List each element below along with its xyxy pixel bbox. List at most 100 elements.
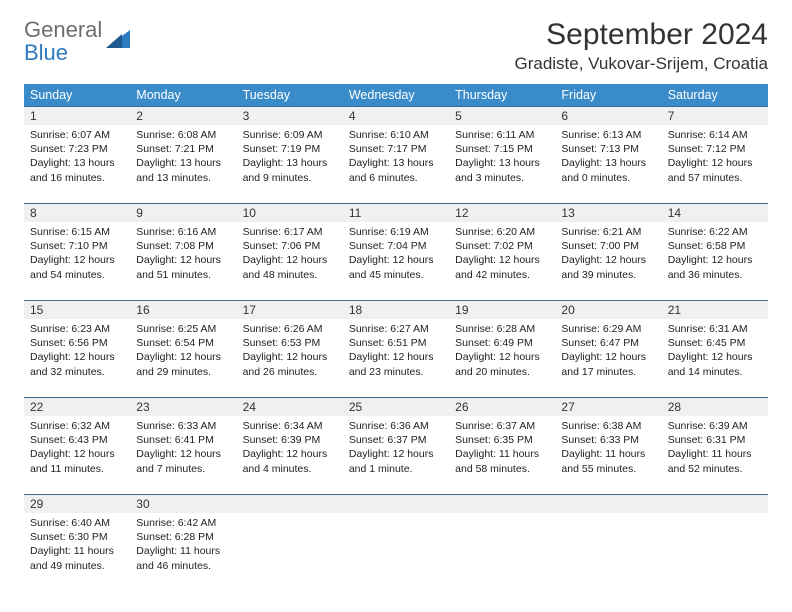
day-cell: Sunrise: 6:28 AMSunset: 6:49 PMDaylight:… — [449, 319, 555, 397]
sunrise-line: Sunrise: 6:31 AM — [668, 322, 762, 336]
sunrise-line: Sunrise: 6:25 AM — [136, 322, 230, 336]
day-cell: Sunrise: 6:29 AMSunset: 6:47 PMDaylight:… — [555, 319, 661, 397]
sunset-line: Sunset: 6:54 PM — [136, 336, 230, 350]
week-row: Sunrise: 6:40 AMSunset: 6:30 PMDaylight:… — [24, 513, 768, 591]
daylight-line: Daylight: 12 hours and 36 minutes. — [668, 253, 762, 281]
day-cell: Sunrise: 6:40 AMSunset: 6:30 PMDaylight:… — [24, 513, 130, 591]
day-number: 30 — [130, 495, 236, 513]
sunset-line: Sunset: 7:00 PM — [561, 239, 655, 253]
daylight-line: Daylight: 12 hours and 26 minutes. — [243, 350, 337, 378]
day-number: 22 — [24, 398, 130, 416]
sunrise-line: Sunrise: 6:20 AM — [455, 225, 549, 239]
daynum-row: 1234567 — [24, 106, 768, 125]
sunrise-line: Sunrise: 6:15 AM — [30, 225, 124, 239]
sunset-line: Sunset: 7:10 PM — [30, 239, 124, 253]
daynum-row: 15161718192021 — [24, 300, 768, 319]
sunrise-line: Sunrise: 6:14 AM — [668, 128, 762, 142]
month-title: September 2024 — [514, 18, 768, 52]
daylight-line: Daylight: 12 hours and 11 minutes. — [30, 447, 124, 475]
day-number: 14 — [662, 204, 768, 222]
sunrise-line: Sunrise: 6:39 AM — [668, 419, 762, 433]
day-cell: Sunrise: 6:25 AMSunset: 6:54 PMDaylight:… — [130, 319, 236, 397]
day-number: 3 — [237, 107, 343, 125]
sunrise-line: Sunrise: 6:26 AM — [243, 322, 337, 336]
day-cell: Sunrise: 6:23 AMSunset: 6:56 PMDaylight:… — [24, 319, 130, 397]
sunset-line: Sunset: 6:49 PM — [455, 336, 549, 350]
sunrise-line: Sunrise: 6:33 AM — [136, 419, 230, 433]
sunset-line: Sunset: 7:04 PM — [349, 239, 443, 253]
sunset-line: Sunset: 6:53 PM — [243, 336, 337, 350]
daylight-line: Daylight: 12 hours and 23 minutes. — [349, 350, 443, 378]
sunrise-line: Sunrise: 6:16 AM — [136, 225, 230, 239]
sunset-line: Sunset: 6:41 PM — [136, 433, 230, 447]
sunrise-line: Sunrise: 6:27 AM — [349, 322, 443, 336]
empty-cell — [555, 513, 661, 591]
sunrise-line: Sunrise: 6:11 AM — [455, 128, 549, 142]
day-cell: Sunrise: 6:07 AMSunset: 7:23 PMDaylight:… — [24, 125, 130, 203]
day-number: 8 — [24, 204, 130, 222]
sunrise-line: Sunrise: 6:42 AM — [136, 516, 230, 530]
calendar-page: General Blue September 2024 Gradiste, Vu… — [0, 0, 792, 609]
sunrise-line: Sunrise: 6:19 AM — [349, 225, 443, 239]
sunset-line: Sunset: 7:08 PM — [136, 239, 230, 253]
day-cell: Sunrise: 6:27 AMSunset: 6:51 PMDaylight:… — [343, 319, 449, 397]
logo-line1: General — [24, 18, 102, 41]
day-cell: Sunrise: 6:36 AMSunset: 6:37 PMDaylight:… — [343, 416, 449, 494]
daylight-line: Daylight: 12 hours and 4 minutes. — [243, 447, 337, 475]
day-number: 12 — [449, 204, 555, 222]
day-cell: Sunrise: 6:32 AMSunset: 6:43 PMDaylight:… — [24, 416, 130, 494]
day-cell: Sunrise: 6:31 AMSunset: 6:45 PMDaylight:… — [662, 319, 768, 397]
day-number: 4 — [343, 107, 449, 125]
sunrise-line: Sunrise: 6:29 AM — [561, 322, 655, 336]
daylight-line: Daylight: 11 hours and 58 minutes. — [455, 447, 549, 475]
day-cell: Sunrise: 6:37 AMSunset: 6:35 PMDaylight:… — [449, 416, 555, 494]
day-number: 2 — [130, 107, 236, 125]
empty-cell — [449, 513, 555, 591]
day-cell: Sunrise: 6:19 AMSunset: 7:04 PMDaylight:… — [343, 222, 449, 300]
day-cell: Sunrise: 6:42 AMSunset: 6:28 PMDaylight:… — [130, 513, 236, 591]
daylight-line: Daylight: 12 hours and 20 minutes. — [455, 350, 549, 378]
sunrise-line: Sunrise: 6:13 AM — [561, 128, 655, 142]
sunrise-line: Sunrise: 6:08 AM — [136, 128, 230, 142]
day-cell: Sunrise: 6:20 AMSunset: 7:02 PMDaylight:… — [449, 222, 555, 300]
daynum-row: 2930 — [24, 494, 768, 513]
sunset-line: Sunset: 6:43 PM — [30, 433, 124, 447]
sunrise-line: Sunrise: 6:37 AM — [455, 419, 549, 433]
sunset-line: Sunset: 7:21 PM — [136, 142, 230, 156]
day-header-row: SundayMondayTuesdayWednesdayThursdayFrid… — [24, 84, 768, 106]
daylight-line: Daylight: 13 hours and 0 minutes. — [561, 156, 655, 184]
day-number: 19 — [449, 301, 555, 319]
day-cell: Sunrise: 6:10 AMSunset: 7:17 PMDaylight:… — [343, 125, 449, 203]
sunset-line: Sunset: 6:30 PM — [30, 530, 124, 544]
day-cell: Sunrise: 6:15 AMSunset: 7:10 PMDaylight:… — [24, 222, 130, 300]
sunset-line: Sunset: 7:23 PM — [30, 142, 124, 156]
sunset-line: Sunset: 6:39 PM — [243, 433, 337, 447]
day-number: 6 — [555, 107, 661, 125]
day-number: 15 — [24, 301, 130, 319]
logo-text-block: General Blue — [24, 18, 102, 64]
day-number: 24 — [237, 398, 343, 416]
sunset-line: Sunset: 7:06 PM — [243, 239, 337, 253]
sunrise-line: Sunrise: 6:10 AM — [349, 128, 443, 142]
daylight-line: Daylight: 13 hours and 16 minutes. — [30, 156, 124, 184]
sunrise-line: Sunrise: 6:23 AM — [30, 322, 124, 336]
day-cell: Sunrise: 6:33 AMSunset: 6:41 PMDaylight:… — [130, 416, 236, 494]
logo-triangle-icon — [106, 28, 132, 55]
week-row: Sunrise: 6:15 AMSunset: 7:10 PM Daylight:… — [24, 222, 768, 300]
day-cell: Sunrise: 6:13 AMSunset: 7:13 PMDaylight:… — [555, 125, 661, 203]
daylight-line: Daylight: 12 hours and 17 minutes. — [561, 350, 655, 378]
day-cell: Sunrise: 6:26 AMSunset: 6:53 PMDaylight:… — [237, 319, 343, 397]
daylight-line: Daylight: 13 hours and 6 minutes. — [349, 156, 443, 184]
day-number: 29 — [24, 495, 130, 513]
day-number — [449, 495, 555, 513]
day-number: 26 — [449, 398, 555, 416]
day-number: 13 — [555, 204, 661, 222]
day-header-sunday: Sunday — [24, 84, 130, 106]
daylight-line: Daylight: 11 hours and 52 minutes. — [668, 447, 762, 475]
day-number — [555, 495, 661, 513]
day-number — [662, 495, 768, 513]
day-header-saturday: Saturday — [662, 84, 768, 106]
day-cell: Sunrise: 6:22 AMSunset: 6:58 PMDaylight:… — [662, 222, 768, 300]
sunrise-line: Sunrise: 6:21 AM — [561, 225, 655, 239]
sunset-line: Sunset: 7:19 PM — [243, 142, 337, 156]
